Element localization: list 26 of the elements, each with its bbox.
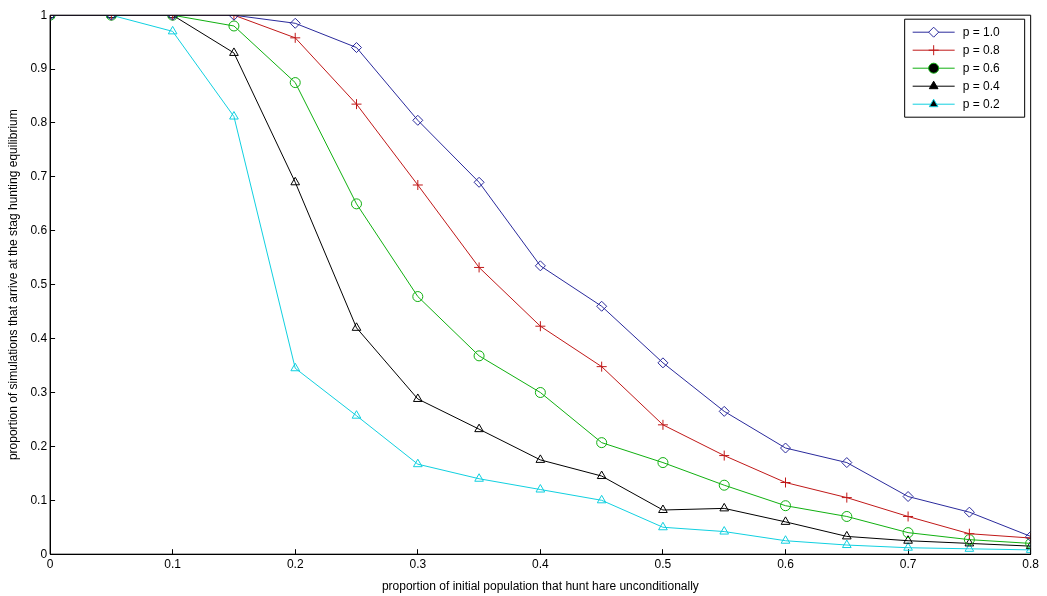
x-tick-label: 0.8: [1022, 556, 1040, 571]
y-axis-title: proportion of simulations that arrive at the stag hunting equilibrium: [5, 109, 20, 461]
y-tick-label: 0.6: [30, 223, 48, 238]
x-tick-label: 0.1: [164, 556, 182, 571]
legend-label: p = 0.2: [962, 96, 1001, 111]
x-tick-label: 0.4: [532, 556, 550, 571]
y-tick-label: 1: [40, 7, 48, 22]
y-tick-label: 0.3: [30, 384, 48, 399]
x-axis-title: proportion of initial population that hunt hare unconditionally: [381, 579, 699, 594]
x-tick-label: 0.6: [777, 556, 795, 571]
y-tick-label: 0.2: [30, 438, 48, 453]
legend-label: p = 1.0: [962, 24, 1001, 39]
legend-label: p = 0.4: [962, 78, 1001, 93]
x-tick-label: 0.5: [654, 556, 672, 571]
legend-label: p = 0.6: [962, 60, 1001, 75]
y-tick-label: 0: [40, 546, 48, 561]
legend-label: p = 0.8: [962, 42, 1001, 57]
y-tick-label: 0.7: [30, 169, 48, 184]
y-tick-label: 0.5: [30, 277, 48, 292]
y-tick-label: 0.8: [30, 115, 48, 130]
y-tick-label: 0.9: [30, 61, 48, 76]
x-tick-label: 0.7: [899, 556, 917, 571]
x-tick-label: 0.3: [409, 556, 427, 571]
y-tick-label: 0.1: [30, 492, 48, 507]
x-tick-label: 0.2: [286, 556, 304, 571]
y-tick-label: 0.4: [30, 330, 48, 345]
